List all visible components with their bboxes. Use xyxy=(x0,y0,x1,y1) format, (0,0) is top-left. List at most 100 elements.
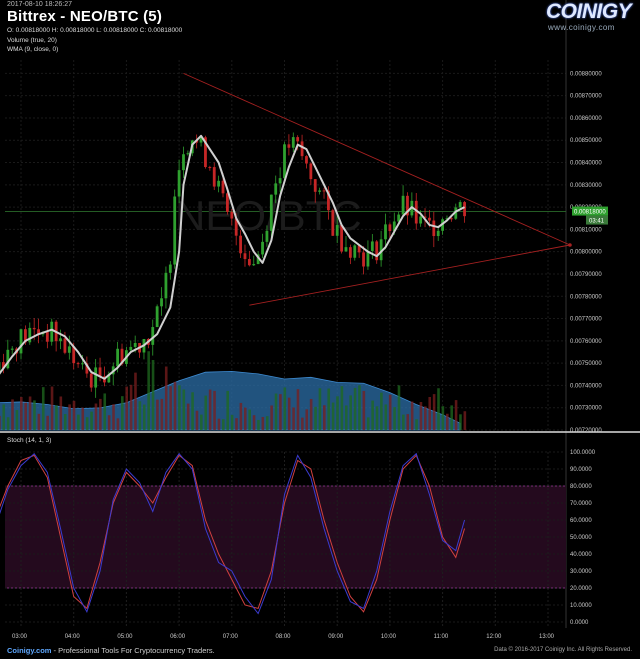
time-tick-label: 07:00 xyxy=(223,634,239,640)
candle-body xyxy=(2,362,5,369)
volume-bar xyxy=(314,406,317,430)
volume-bar xyxy=(125,386,128,430)
candle-body xyxy=(379,239,383,261)
candle-body xyxy=(199,137,203,143)
volume-bar xyxy=(195,410,199,430)
volume-bar xyxy=(156,399,159,430)
candle-body xyxy=(164,272,168,299)
volume-bar xyxy=(103,393,107,430)
candle-body xyxy=(32,327,36,330)
stoch-axis[interactable]: 100.0000 90.0000 80.0000 70.0000 60.0000 50.0… xyxy=(570,450,596,626)
candle-body xyxy=(401,195,405,215)
price-tick-label: 0.00750000 xyxy=(570,361,602,367)
time-tick-label: 11:00 xyxy=(434,634,449,640)
candle-body xyxy=(98,367,102,377)
volume-bar xyxy=(208,389,212,430)
indicator-wma-label[interactable]: WMA (9, close, 0) xyxy=(7,46,59,53)
volume-bar xyxy=(24,402,27,430)
stoch-tick-label: 10.0000 xyxy=(570,603,592,609)
time-tick-label: 05:00 xyxy=(117,634,133,640)
volume-bar xyxy=(336,396,339,430)
candle-body xyxy=(168,264,172,273)
stoch-tick-label: 100.0000 xyxy=(570,450,596,456)
volume-area xyxy=(0,351,467,431)
time-axis[interactable]: 03:00 04:00 05:00 06:00 07:00 08:00 09:00 10:00… xyxy=(12,634,555,640)
volume-bar xyxy=(50,386,54,430)
stoch-label[interactable]: Stoch (14, 1, 3) xyxy=(7,437,52,444)
volume-bar xyxy=(296,389,300,430)
price-tick-label: 0.00720000 xyxy=(570,428,602,434)
volume-bar xyxy=(349,395,352,430)
volume-bar xyxy=(243,407,247,430)
candle-body xyxy=(212,167,216,187)
candle-body xyxy=(208,167,212,169)
candle-body xyxy=(436,230,440,237)
volume-bar xyxy=(72,400,76,430)
candle-body xyxy=(151,327,155,345)
stoch-line-k xyxy=(0,454,466,613)
candle-body xyxy=(234,218,238,236)
volume-bar xyxy=(424,406,427,430)
volume-bar xyxy=(292,407,295,430)
chart-title: Bittrex - NEO/BTC (5) xyxy=(7,8,163,25)
price-tick-label: 0.00770000 xyxy=(570,317,602,323)
volume-bar xyxy=(283,387,287,430)
candle-body xyxy=(300,141,304,157)
stoch-tick-label: 80.0000 xyxy=(570,484,592,490)
volume-bar xyxy=(463,411,467,430)
trendline-lower xyxy=(249,244,571,306)
volume-bar xyxy=(344,405,348,430)
volume-bar xyxy=(415,419,418,430)
footer-copyright: Data © 2016-2017 Coinigy Inc. All Rights… xyxy=(494,647,632,653)
candle-body xyxy=(226,193,229,212)
footer-brand-name[interactable]: Coinigy.com xyxy=(7,646,52,655)
candle-body xyxy=(204,137,207,168)
price-axis[interactable]: 0.00880000 0.00870000 0.00860000 0.00850000… xyxy=(570,71,602,434)
candle-body xyxy=(76,363,80,365)
candle-body xyxy=(392,221,396,232)
volume-bar xyxy=(450,405,453,430)
price-badge-bg xyxy=(572,206,608,216)
volume-bar xyxy=(222,419,225,430)
candle-body xyxy=(19,329,23,354)
volume-bar xyxy=(6,417,10,430)
price-tick-label: 0.00740000 xyxy=(570,383,602,389)
ohlc-readout: O: 0.00818000 H: 0.00818000 L: 0.0081800… xyxy=(7,27,183,34)
volume-bar xyxy=(169,386,172,430)
volume-bar xyxy=(59,396,63,430)
candle-body xyxy=(269,194,273,231)
candlesticks xyxy=(0,132,466,398)
volume-bar xyxy=(94,403,98,430)
candle-body xyxy=(305,156,308,164)
candle-body xyxy=(445,218,449,220)
volume-bar xyxy=(380,392,383,430)
trendlines[interactable] xyxy=(183,72,572,306)
candle-body xyxy=(449,218,453,220)
candle-body xyxy=(261,241,264,255)
candle-body xyxy=(353,245,357,258)
trendline-upper xyxy=(183,72,571,246)
candle-body xyxy=(116,348,120,367)
volume-bar xyxy=(11,399,14,430)
volume-bar xyxy=(142,404,146,430)
candle-body xyxy=(247,259,251,266)
candle-body xyxy=(230,211,234,219)
volume-bar xyxy=(200,414,203,430)
volume-bar xyxy=(358,385,361,430)
stoch-tick-label: 70.0000 xyxy=(570,501,592,507)
candle-body xyxy=(182,154,185,171)
volume-bar xyxy=(441,406,445,430)
price-tick-label: 0.00810000 xyxy=(570,227,602,233)
candle-body xyxy=(287,144,291,148)
volume-bar xyxy=(340,386,344,430)
volume-bar xyxy=(68,404,71,430)
candle-body xyxy=(252,264,256,266)
candle-body xyxy=(23,329,27,343)
candle-body xyxy=(318,190,322,192)
volume-bar xyxy=(0,415,1,430)
price-tick-label: 0.00840000 xyxy=(570,161,602,167)
indicator-volume-label[interactable]: Volume (true, 20) xyxy=(7,37,57,44)
candle-body xyxy=(388,224,392,232)
candle-body xyxy=(239,235,242,254)
